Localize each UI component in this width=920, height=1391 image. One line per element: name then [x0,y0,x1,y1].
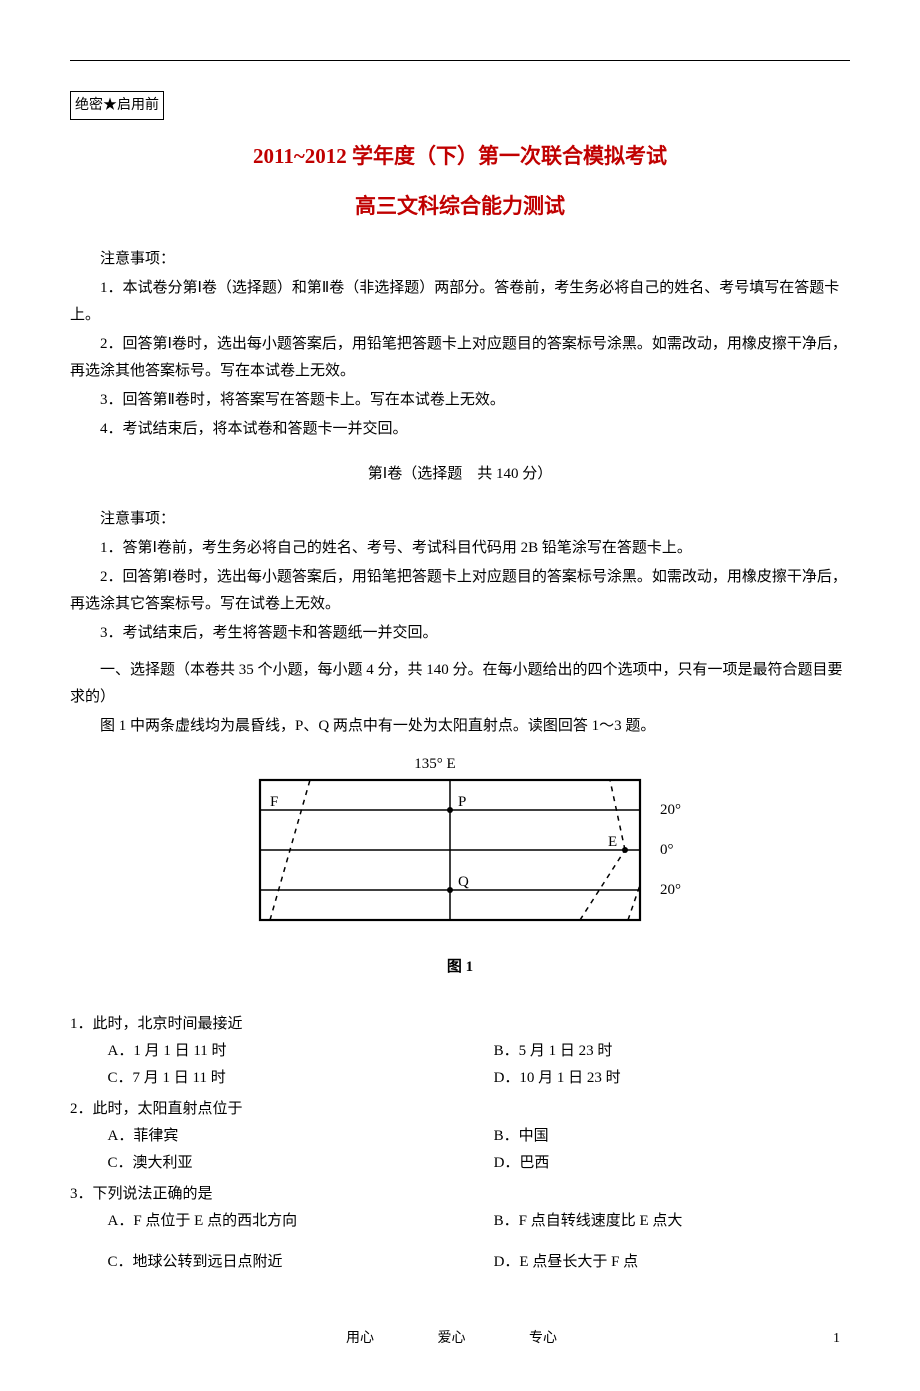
option: D．10 月 1 日 23 时 [494,1065,850,1092]
figure-caption: 图 1 [70,954,850,981]
notice2-item: 1．答第Ⅰ卷前，考生务必将自己的姓名、考号、考试科目代码用 2B 铅笔涂写在答题… [70,535,850,562]
footer-word: 专心 [529,1331,557,1346]
options-row: C．澳大利亚D．巴西 [70,1150,850,1177]
notice1-item: 2．回答第Ⅰ卷时，选出每小题答案后，用铅笔把答题卡上对应题目的答案标号涂黑。如需… [70,331,850,385]
options-row: C．7 月 1 日 11 时D．10 月 1 日 23 时 [70,1065,850,1092]
notice2-block: 注意事项： 1．答第Ⅰ卷前，考生务必将自己的姓名、考号、考试科目代码用 2B 铅… [70,506,850,647]
lon-label: 135° E [414,756,455,772]
options-row: C．地球公转到远日点附近D．E 点昼长大于 F 点 [70,1249,850,1276]
title-main: 2011~2012 学年度（下）第一次联合模拟考试 [70,138,850,176]
option: D．巴西 [494,1150,850,1177]
option: B．中国 [494,1123,850,1150]
question-stem: 2．此时，太阳直射点位于 [70,1096,850,1123]
notice1-block: 注意事项： 1．本试卷分第Ⅰ卷（选择题）和第Ⅱ卷（非选择题）两部分。答卷前，考生… [70,246,850,443]
options-row: A．菲律宾B．中国 [70,1123,850,1150]
option: A．F 点位于 E 点的西北方向 [108,1208,494,1235]
notice1-heading: 注意事项： [70,246,850,273]
point-P: P [458,794,466,810]
notice1-item: 1．本试卷分第Ⅰ卷（选择题）和第Ⅱ卷（非选择题）两部分。答卷前，考生务必将自己的… [70,275,850,329]
option: A．1 月 1 日 11 时 [108,1038,494,1065]
option: D．E 点昼长大于 F 点 [494,1249,850,1276]
options-row: A．F 点位于 E 点的西北方向B．F 点自转线速度比 E 点大 [70,1208,850,1235]
footer-word: 用心 [346,1331,374,1346]
page-number: 1 [833,1326,840,1351]
point-E: E [608,834,617,850]
option: B．F 点自转线速度比 E 点大 [494,1208,850,1235]
option: C．澳大利亚 [108,1150,494,1177]
question: 2．此时，太阳直射点位于A．菲律宾B．中国C．澳大利亚D．巴西 [70,1096,850,1177]
lat-20n: 20° [660,802,681,818]
option: C．地球公转到远日点附近 [108,1249,494,1276]
title-sub: 高三文科综合能力测试 [70,188,850,226]
footer: 用心 爱心 专心 1 [70,1326,850,1351]
confidentiality-box: 绝密★启用前 [70,91,850,120]
option: B．5 月 1 日 23 时 [494,1038,850,1065]
question-stem: 1．此时，北京时间最接近 [70,1011,850,1038]
part1-header: 第Ⅰ卷（选择题 共 140 分） [70,461,850,488]
footer-word: 爱心 [438,1331,466,1346]
top-separator [70,60,850,61]
notice1-item: 3．回答第Ⅱ卷时，将答案写在答题卡上。写在本试卷上无效。 [70,387,850,414]
point-Q: Q [458,874,469,890]
notice2-heading: 注意事项： [70,506,850,533]
figure-intro: 图 1 中两条虚线均为晨昏线，P、Q 两点中有一处为太阳直射点。读图回答 1～3… [70,713,850,740]
options-row: A．1 月 1 日 11 时B．5 月 1 日 23 时 [70,1038,850,1065]
notice1-item: 4．考试结束后，将本试卷和答题卡一并交回。 [70,416,850,443]
notice2-item: 2．回答第Ⅰ卷时，选出每小题答案后，用铅笔把答题卡上对应题目的答案标号涂黑。如需… [70,564,850,618]
confidentiality-text: 绝密★启用前 [70,91,164,120]
question: 3．下列说法正确的是A．F 点位于 E 点的西北方向B．F 点自转线速度比 E … [70,1181,850,1276]
lat-20s: 20° [660,882,681,898]
figure-svg: 135° E F P Q E 20° 0° 20° [210,750,710,950]
point-F: F [270,794,278,810]
option: C．7 月 1 日 11 时 [108,1065,494,1092]
lat-0: 0° [660,842,674,858]
question: 1．此时，北京时间最接近A．1 月 1 日 11 时B．5 月 1 日 23 时… [70,1011,850,1092]
question-stem: 3．下列说法正确的是 [70,1181,850,1208]
figure-1: 135° E F P Q E 20° 0° 20° 图 1 [70,750,850,981]
option: A．菲律宾 [108,1123,494,1150]
section1-instructions: 一、选择题（本卷共 35 个小题，每小题 4 分，共 140 分。在每小题给出的… [70,657,850,711]
notice2-item: 3．考试结束后，考生将答题卡和答题纸一并交回。 [70,620,850,647]
